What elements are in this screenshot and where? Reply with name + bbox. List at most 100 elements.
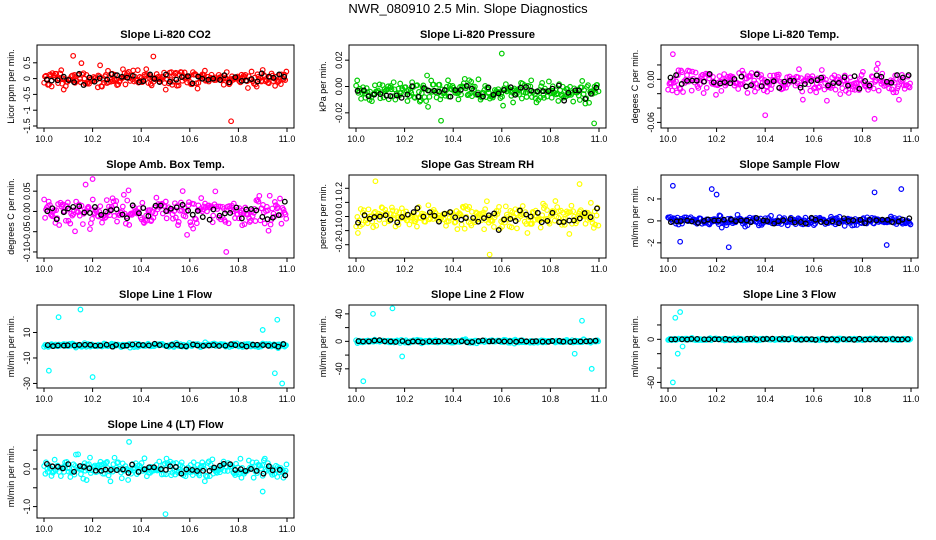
y-tick-label: 0.2 [334, 182, 344, 195]
data-point-black [233, 204, 240, 211]
data-point-black [673, 72, 680, 79]
data-point [235, 215, 242, 222]
data-point-black [825, 82, 832, 89]
data-point-black [276, 71, 283, 78]
data-point-black [147, 71, 154, 78]
data-point [871, 115, 878, 122]
data-point-black [905, 72, 912, 79]
data-point-black [232, 74, 239, 81]
data-point [669, 379, 676, 386]
data-point [510, 99, 517, 106]
data-point-black [194, 342, 201, 349]
data-point-black [888, 79, 895, 86]
data-point-black [577, 338, 584, 345]
data-point-black [129, 341, 136, 348]
data-point-black [248, 206, 255, 212]
data-point-black [113, 341, 120, 348]
data-point-black [184, 73, 191, 80]
data-point-black [808, 78, 815, 85]
data-point-black [237, 466, 244, 473]
data-point [588, 365, 595, 372]
data-point-black [764, 218, 771, 224]
x-tick-label: 10.6 [805, 134, 823, 144]
data-point-black [781, 78, 788, 85]
y-tick-label: 2 [646, 196, 656, 201]
data-point-black [65, 77, 72, 83]
panel-3: Slope Amb. Box Temp. 10.0 10.2 10.4 10.6 10.8… [6, 159, 295, 274]
data-point [75, 451, 82, 458]
data-point [907, 80, 913, 87]
data-point [139, 199, 146, 206]
data-point-black [86, 210, 93, 216]
x-tick-label: 11.0 [591, 134, 608, 144]
data-point [502, 219, 508, 226]
data-point-black [764, 335, 770, 342]
y-tick-label: -2 [646, 239, 656, 247]
data-point [241, 221, 248, 228]
data-point [483, 198, 490, 205]
data-point [502, 81, 509, 88]
data-point [97, 203, 104, 210]
data-point [519, 203, 526, 209]
data-point [713, 91, 719, 98]
data-point [768, 212, 774, 219]
data-point-black [275, 212, 282, 219]
data-point-black [457, 86, 464, 93]
data-point [390, 79, 397, 86]
data-point [222, 218, 229, 225]
data-point [181, 69, 188, 76]
data-point-black [183, 466, 190, 473]
data-point [179, 188, 186, 194]
data-point-black [426, 209, 433, 216]
data-point-black [156, 342, 163, 349]
data-point [486, 251, 493, 258]
data-point-black [737, 336, 744, 343]
data-point-black [419, 339, 426, 346]
data-point [353, 82, 360, 89]
data-point [700, 90, 707, 96]
data-point-black [409, 83, 416, 90]
data-point [796, 66, 802, 73]
data-point [87, 454, 93, 461]
data-point [238, 474, 245, 481]
data-point-black [65, 461, 72, 468]
data-point [274, 316, 281, 323]
data-point-black [500, 87, 507, 93]
data-point [101, 215, 108, 221]
data-point [237, 455, 244, 462]
y-tick-label: 10 [22, 327, 32, 337]
data-point-black [883, 336, 889, 343]
data-point [212, 188, 219, 195]
y-tick-label: -0.02 [334, 103, 344, 124]
data-point-black [776, 84, 783, 91]
data-point [744, 89, 751, 96]
data-point-black [441, 87, 448, 93]
data-point-black [899, 336, 905, 343]
data-point [259, 462, 266, 469]
data-point [482, 206, 489, 213]
data-point-black [371, 91, 378, 98]
data-point [475, 76, 482, 83]
data-point-black [151, 340, 158, 347]
y-axis-label: degees C per min. [630, 50, 640, 124]
data-point-black [404, 211, 411, 218]
data-point [83, 477, 90, 483]
data-point-black [501, 338, 508, 345]
data-point-black [715, 336, 722, 343]
data-point-black [728, 216, 735, 223]
y-axis-label: percent per min. [318, 184, 328, 249]
data-point-black [387, 93, 394, 100]
data-point-black [371, 214, 378, 221]
data-point [816, 83, 823, 90]
data-point [718, 87, 725, 94]
x-tick-label: 10.8 [542, 264, 560, 274]
data-point [571, 213, 578, 220]
data-point-black [123, 342, 130, 349]
data-point-black [281, 198, 288, 205]
data-point-black [64, 342, 71, 349]
data-point-black [817, 218, 824, 225]
data-point-black [705, 216, 711, 223]
panel-1: Slope Li-820 Pressure 10.0 10.2 10.4 10.6 10.… [318, 29, 607, 144]
panel-title: Slope Li-820 Temp. [740, 29, 839, 41]
data-point [187, 219, 194, 226]
